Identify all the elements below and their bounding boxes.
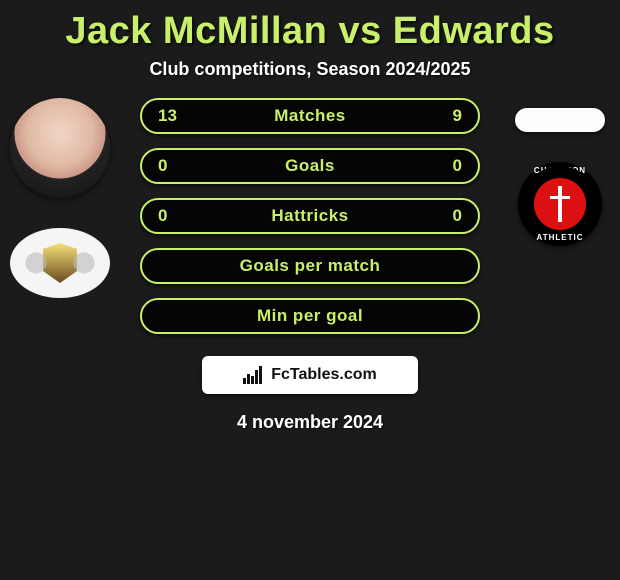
stat-left-value: 13 [158,106,177,126]
stat-row-goals: 0 Goals 0 [140,148,480,184]
brand-badge: FcTables.com [202,356,418,394]
stat-left-value: 0 [158,206,167,226]
stat-label: Min per goal [257,306,363,326]
stat-right-value: 9 [453,106,462,126]
stat-right-value: 0 [453,156,462,176]
subtitle: Club competitions, Season 2024/2025 [0,59,620,80]
stat-right-value: 0 [453,206,462,226]
sword-icon [558,186,562,222]
stat-label: Goals [285,156,335,176]
stat-rows: 13 Matches 9 0 Goals 0 0 Hattricks 0 Goa… [140,98,480,334]
left-player-column [5,98,115,298]
stat-left-value: 0 [158,156,167,176]
brand-text: FcTables.com [271,366,377,384]
stat-label: Goals per match [240,256,381,276]
left-player-photo [10,98,110,198]
stat-row-hattricks: 0 Hattricks 0 [140,198,480,234]
bar-chart-icon [243,366,265,384]
stat-label: Hattricks [271,206,348,226]
stat-row-min-per-goal: Min per goal [140,298,480,334]
right-club-crest: CHARLTON ATHLETIC [518,162,602,246]
stat-label: Matches [274,106,346,126]
stat-row-goals-per-match: Goals per match [140,248,480,284]
crest-text-bottom: ATHLETIC [518,233,602,242]
right-player-photo [515,108,605,132]
comparison-area: CHARLTON ATHLETIC 13 Matches 9 0 Goals 0… [0,98,620,338]
left-club-crest [10,228,110,298]
date-label: 4 november 2024 [0,412,620,433]
stat-row-matches: 13 Matches 9 [140,98,480,134]
page-title: Jack McMillan vs Edwards [0,10,620,53]
right-player-column: CHARLTON ATHLETIC [505,98,615,246]
